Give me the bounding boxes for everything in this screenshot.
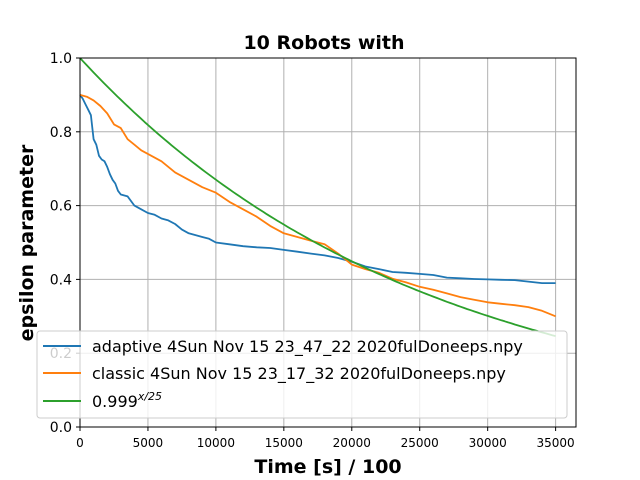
x-tick-label: 0 <box>76 436 84 450</box>
plot-frame <box>79 57 577 428</box>
legend-label-classic: classic 4Sun Nov 15 23_17_32 2020fulDone… <box>92 364 506 384</box>
y-tick-label: 0.6 <box>50 199 72 215</box>
legend-box <box>36 330 568 419</box>
x-tick-label: 20000 <box>333 436 371 450</box>
series-adaptive-line <box>79 94 556 284</box>
series-layer <box>79 57 556 337</box>
legend-label-adaptive: adaptive 4Sun Nov 15 23_47_22 2020fulDon… <box>92 337 523 357</box>
x-tick-label: 25000 <box>401 436 439 450</box>
series-formula-line <box>79 57 556 337</box>
legend-label-formula: 0.999x/25 <box>92 390 162 411</box>
x-tick-label: 15000 <box>265 436 303 450</box>
y-tick-label: 0.4 <box>50 272 72 288</box>
y-tick-label: 0.0 <box>50 420 72 436</box>
x-axis: 0 5000 10000 15000 20000 25000 30000 35000 <box>76 427 575 450</box>
x-axis-label: Time [s] / 100 <box>254 456 401 478</box>
y-tick-label: 0.8 <box>50 125 72 141</box>
legend: adaptive 4Sun Nov 15 23_47_22 2020fulDon… <box>36 330 568 419</box>
legend-label-formula-exponent: x/25 <box>137 390 162 403</box>
x-tick-label: 35000 <box>537 436 575 450</box>
legend-label-formula-base: 0.999 <box>92 392 138 411</box>
x-tick-label: 30000 <box>469 436 507 450</box>
x-tick-label: 5000 <box>133 436 164 450</box>
chart-title: 10 Robots with <box>243 32 404 54</box>
series-classic-line <box>79 94 556 318</box>
x-tick-label: 10000 <box>197 436 235 450</box>
y-tick-label: 1.0 <box>50 51 72 67</box>
y-axis-label: epsilon parameter <box>16 144 38 341</box>
